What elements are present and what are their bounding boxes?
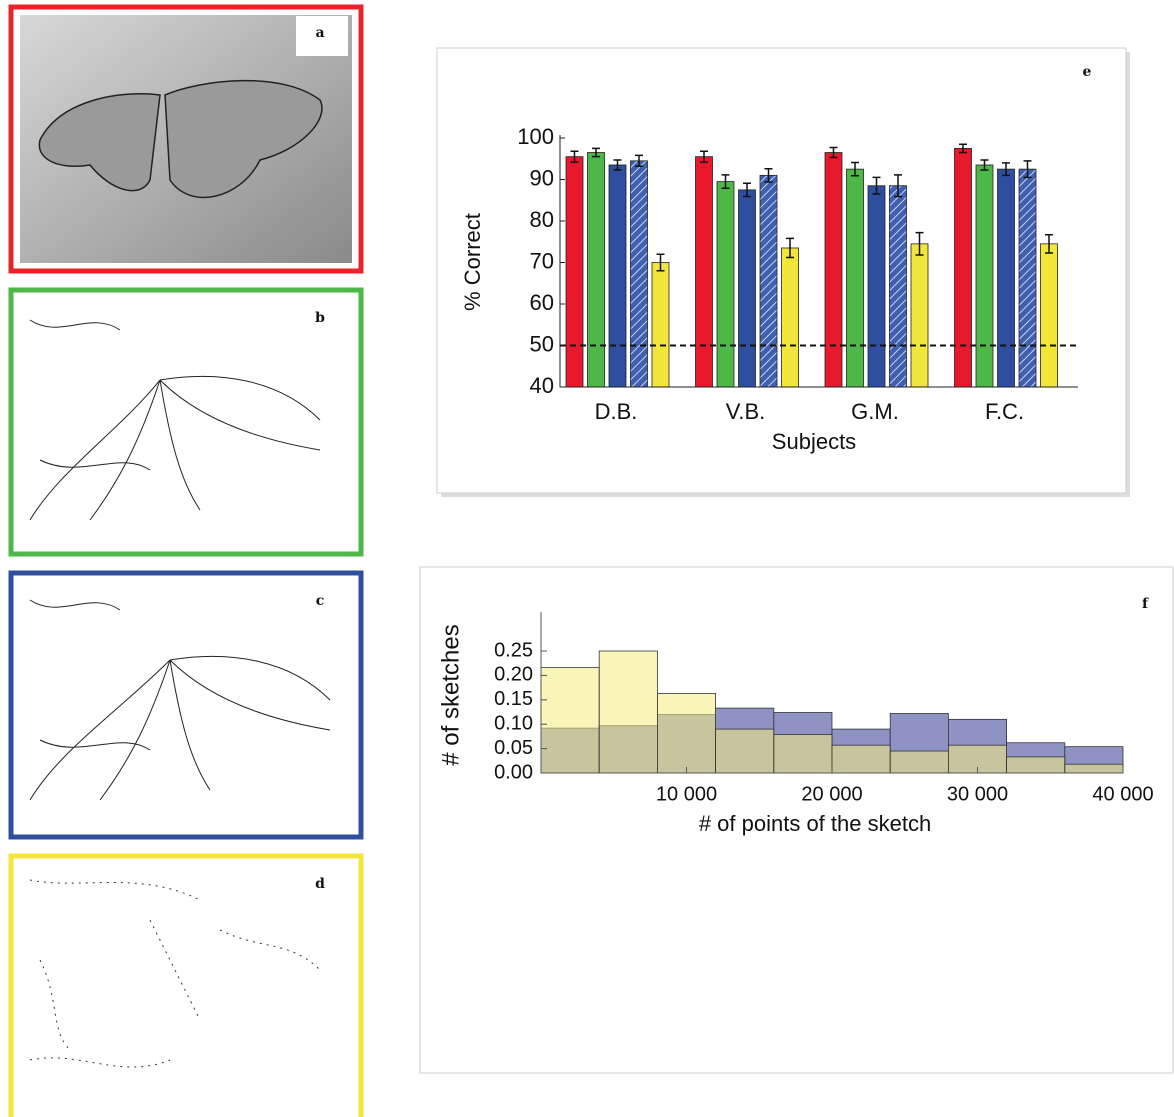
x-axis-title: Subjects (772, 429, 856, 454)
sketch (29, 879, 321, 1068)
bar (1040, 243, 1058, 388)
histogram-bar (715, 728, 775, 774)
error-bar (1023, 160, 1032, 179)
y-axis-title: # of sketches (437, 624, 464, 765)
error-bar (743, 182, 751, 198)
error-bar (656, 253, 665, 272)
bar (846, 168, 864, 388)
histogram-bar (889, 750, 949, 774)
bar (759, 174, 778, 388)
bar (738, 189, 756, 388)
bar (975, 164, 994, 388)
butterfly (38, 79, 323, 199)
bar (716, 181, 735, 388)
y-tick-label: 80 (530, 207, 554, 232)
panel-label: a (315, 25, 324, 41)
histogram-bar (540, 667, 600, 774)
bar (651, 262, 670, 388)
axis (540, 612, 1123, 774)
y-axis-title: % Correct (460, 213, 485, 311)
sketch (29, 599, 331, 801)
y-tick-label: 0.00 (494, 761, 533, 783)
x-tick-label: D.B. (595, 399, 638, 424)
panel-label: d (315, 876, 325, 892)
x-tick-label: 20 000 (801, 783, 862, 805)
x-tick-label: 40 000 (1092, 783, 1153, 805)
histogram-bar (657, 693, 717, 774)
panel-frame (8, 853, 364, 1117)
error-bar (829, 146, 838, 159)
bar (867, 185, 886, 388)
x-axis-title: # of points of the sketch (699, 811, 931, 836)
histogram-bar (598, 650, 658, 774)
y-tick-label: 90 (530, 165, 554, 190)
histogram-bar (1006, 756, 1066, 774)
error-bar (786, 237, 794, 259)
x-tick-label: V.B. (726, 399, 766, 424)
error-bar (721, 174, 730, 189)
bar (889, 185, 907, 388)
error-bar (894, 174, 902, 198)
panel-label: c (316, 593, 325, 609)
bar (781, 247, 799, 388)
error-bar (980, 159, 989, 171)
error-bar (959, 143, 967, 154)
y-tick-label: 70 (530, 248, 554, 273)
panel-frame (8, 4, 364, 274)
y-tick-label: 60 (530, 290, 554, 315)
y-tick-label: 0.20 (494, 664, 533, 686)
error-bar (635, 154, 643, 167)
axis (559, 135, 1078, 388)
error-bar (915, 231, 924, 256)
histogram-bar (831, 744, 891, 774)
bar (824, 152, 843, 388)
y-tick-label: 50 (530, 331, 554, 356)
bar (608, 164, 627, 388)
x-tick-label: F.C. (985, 399, 1024, 424)
bar (630, 160, 648, 388)
error-bar (570, 150, 579, 163)
bar (997, 168, 1015, 388)
error-bar (1002, 162, 1010, 177)
panel-label: f (1142, 596, 1149, 612)
panel-label: e (1083, 64, 1092, 80)
error-bar (1045, 233, 1053, 254)
y-tick-label: 0.15 (494, 688, 533, 710)
error-bar (592, 147, 600, 158)
panel-frame (8, 570, 364, 840)
bar (1018, 168, 1037, 388)
x-tick-label: 30 000 (947, 783, 1008, 805)
histogram-bar (1064, 763, 1124, 774)
bar (910, 243, 929, 388)
y-tick-label: 0.25 (494, 639, 533, 661)
label-bg (296, 16, 348, 56)
error-bar (764, 167, 773, 183)
error-bar (851, 161, 859, 177)
error-bar (872, 176, 881, 195)
bar (587, 152, 605, 388)
histogram-bar (773, 734, 833, 774)
y-tick-label: 0.05 (494, 737, 533, 759)
panel-frame (8, 287, 364, 557)
x-tick-label: 10 000 (656, 783, 717, 805)
bar (954, 147, 972, 388)
error-bar (613, 159, 622, 171)
y-tick-label: 100 (517, 124, 554, 149)
sketch (29, 319, 321, 521)
x-tick-label: G.M. (851, 399, 899, 424)
error-bar (700, 150, 708, 163)
bar (695, 156, 713, 388)
panel-label: b (315, 310, 325, 326)
y-tick-label: 40 (530, 373, 554, 398)
bar (565, 156, 584, 388)
y-tick-label: 0.10 (494, 712, 533, 734)
